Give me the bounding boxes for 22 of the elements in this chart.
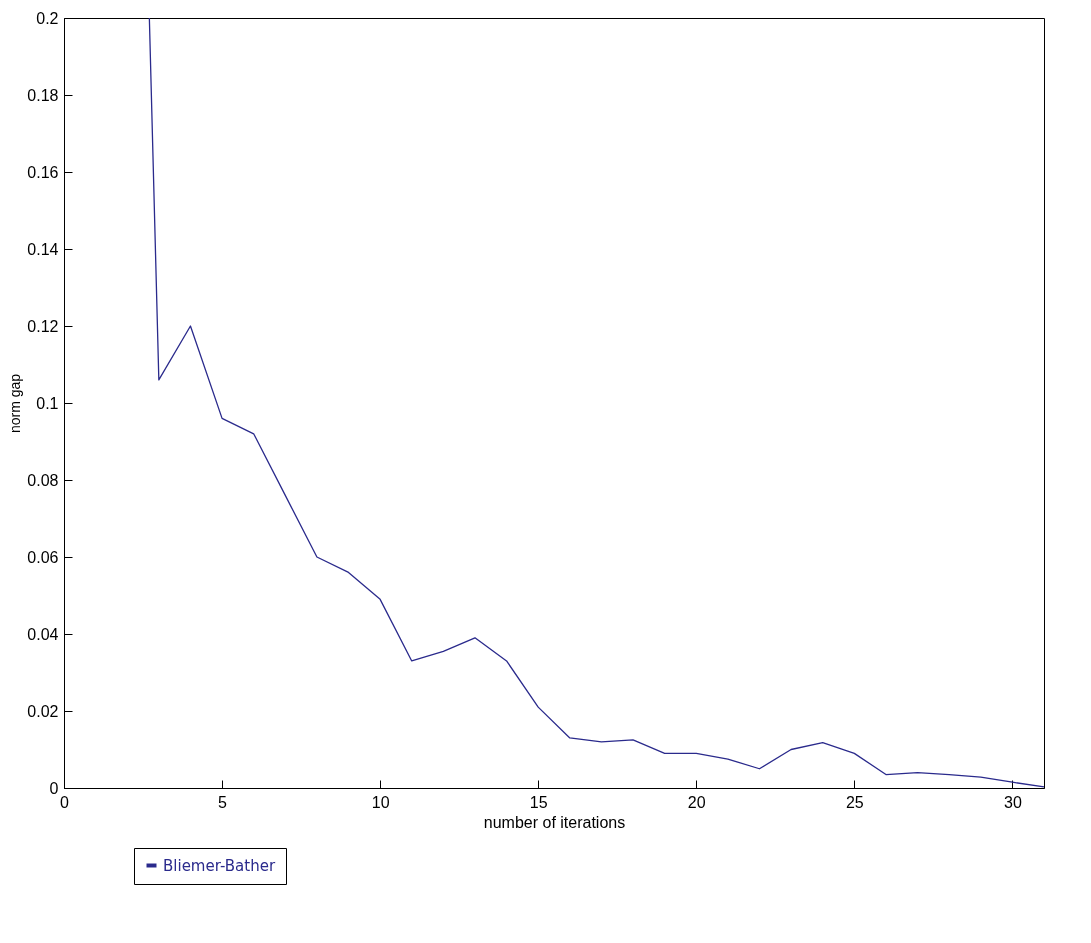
x-tick-label: 15 <box>529 793 548 811</box>
y-tick-label: 0.18 <box>27 86 59 104</box>
y-tick-label: 0 <box>49 779 59 797</box>
y-tick-label: 0.1 <box>36 394 59 412</box>
y-tick-label: 0.16 <box>27 163 59 181</box>
x-axis-title: number of iterations <box>483 813 626 831</box>
y-axis-title: norm gap <box>7 373 24 434</box>
x-tick-label: 20 <box>687 793 706 811</box>
legend-label: Bliemer-Bather <box>163 856 276 875</box>
y-tick-label: 0.06 <box>27 548 59 566</box>
line-series <box>148 17 1045 788</box>
y-tick-label: 0.08 <box>27 471 59 489</box>
x-tick-label: 10 <box>371 793 390 811</box>
x-tick-label: 5 <box>218 793 228 811</box>
x-tick-label: 30 <box>1003 793 1022 811</box>
y-tick-label: 0.2 <box>36 9 59 27</box>
y-tick-label: 0.14 <box>27 240 59 258</box>
y-tick-label: 0.12 <box>27 317 59 335</box>
y-tick-label: 0.02 <box>27 702 59 720</box>
x-tick-label: 25 <box>845 793 864 811</box>
y-tick-label: 0.04 <box>27 625 59 643</box>
x-tick-label: 0 <box>60 793 70 811</box>
